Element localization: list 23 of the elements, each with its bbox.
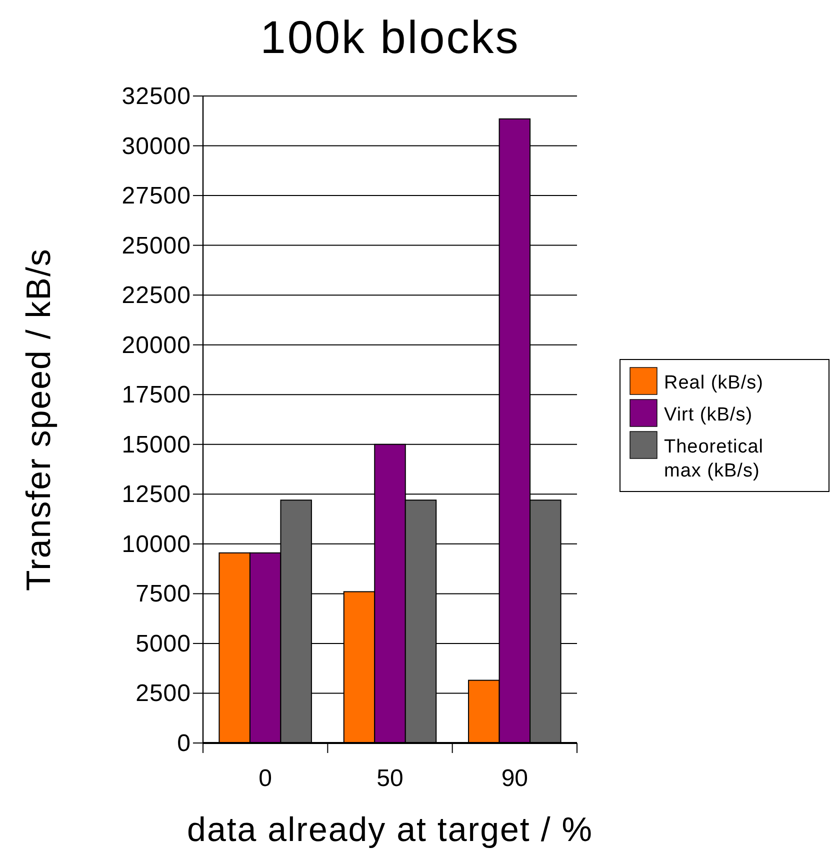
y-tick-label: 12500	[122, 481, 191, 508]
y-tick-label: 27500	[122, 182, 191, 210]
legend-label: Real (kB/s)	[664, 372, 764, 394]
y-tick-label: 2500	[136, 680, 191, 708]
y-tick-label: 22500	[122, 282, 191, 310]
y-tick-label: 15000	[122, 431, 191, 458]
y-tick-label: 5000	[136, 630, 191, 658]
chart-title: 100k blocks	[260, 11, 520, 63]
x-tick-label: 50	[376, 765, 404, 792]
y-tick-label: 25000	[122, 232, 191, 260]
legend-label: Virt (kB/s)	[664, 404, 753, 426]
x-tick-label: 0	[258, 765, 272, 792]
x-tick-label: 90	[501, 765, 528, 792]
y-tick-label: 7500	[136, 580, 191, 608]
y-tick-label: 10000	[122, 530, 191, 558]
y-tick-label: 17500	[122, 382, 191, 409]
legend-label: Theoretical max (kB/s)	[664, 436, 764, 482]
y-tick-label: 20000	[122, 332, 191, 359]
x-axis-title: data already at target / %	[187, 811, 593, 849]
y-tick-label: 0	[177, 730, 191, 757]
y-axis-title: Transfer speed / kB/s	[20, 248, 58, 591]
y-tick-label: 30000	[122, 132, 191, 160]
y-tick-label: 32500	[122, 83, 191, 110]
